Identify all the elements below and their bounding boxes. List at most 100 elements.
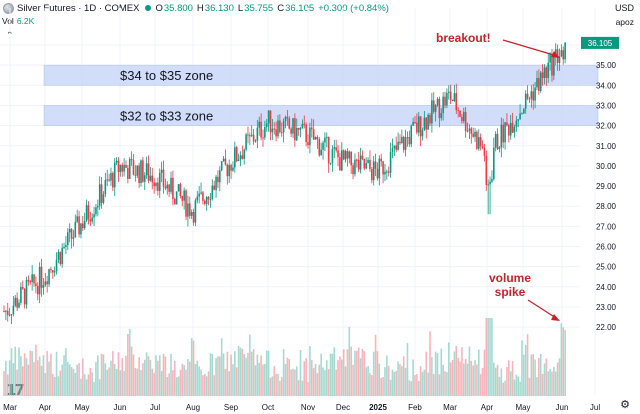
volume-bar <box>12 363 15 396</box>
volume-bar <box>474 360 476 396</box>
price-candle <box>558 56 561 63</box>
volume-bar <box>170 353 172 396</box>
volume-bar <box>166 376 169 396</box>
volume-bar <box>228 371 230 396</box>
price-candle <box>215 176 217 190</box>
volume-bar <box>515 374 518 396</box>
price-candle <box>219 170 221 183</box>
volume-bar <box>250 351 253 396</box>
price-candle <box>534 87 536 101</box>
volume-bar <box>241 348 244 396</box>
price-candle <box>357 159 360 170</box>
price-candle <box>36 285 39 295</box>
scale-mode-label[interactable]: apoz <box>615 17 634 27</box>
price-candle <box>496 133 499 150</box>
volume-bar <box>481 367 484 396</box>
volume-bar <box>282 349 285 396</box>
price-candle <box>524 93 527 109</box>
volume-bar <box>175 377 178 396</box>
support-zone-band <box>43 64 599 86</box>
volume-bar <box>134 368 137 396</box>
price-candle <box>481 146 484 148</box>
price-candle <box>149 175 152 181</box>
volume-bar <box>97 355 99 396</box>
price-candle <box>217 176 219 183</box>
price-candle <box>35 283 37 286</box>
price-candle <box>352 165 354 175</box>
settings-gear-icon[interactable]: ⚙ <box>620 399 630 411</box>
volume-bar <box>551 371 553 396</box>
volume-bar <box>528 377 531 396</box>
price-candle <box>339 157 341 171</box>
symbol-title[interactable]: Silver Futures · 1D · COMEX <box>17 2 140 14</box>
volume-bar <box>119 370 122 396</box>
price-candle <box>530 91 533 99</box>
price-candle <box>173 198 176 205</box>
y-tick-label: 28.00 <box>596 202 617 211</box>
volume-bar <box>530 354 533 396</box>
price-candle <box>297 127 300 130</box>
price-candle <box>511 122 514 133</box>
volume-bar <box>369 373 371 396</box>
volume-bar <box>314 364 317 396</box>
price-candle <box>106 179 109 181</box>
volume-bar <box>110 360 112 396</box>
price-candle <box>307 142 309 146</box>
price-candle <box>89 219 92 222</box>
volume-bar <box>211 353 214 396</box>
price-candle <box>260 121 262 138</box>
volume-bar <box>483 349 486 396</box>
volume-bar <box>532 354 535 396</box>
price-candle <box>224 158 227 165</box>
price-candle <box>151 175 154 183</box>
volume-bar <box>536 377 538 396</box>
volume-bar <box>46 351 48 396</box>
volume-bar <box>132 354 135 396</box>
volume-bar <box>72 368 75 396</box>
price-candle <box>220 161 223 171</box>
price-candle <box>258 121 261 128</box>
volume-bar <box>506 366 508 396</box>
price-candle <box>498 147 501 150</box>
volume-bar <box>35 344 37 396</box>
price-candle <box>466 130 469 132</box>
volume-bar <box>429 331 431 396</box>
volume-bar <box>352 364 354 396</box>
volume-bar <box>344 366 347 396</box>
volume-bar <box>509 371 512 396</box>
volume-bar <box>104 363 107 396</box>
price-candle <box>108 179 110 181</box>
volume-bar <box>354 350 356 396</box>
volume-bar <box>517 376 520 396</box>
y-tick-label: 31.00 <box>596 142 617 151</box>
volume-bar <box>98 379 101 396</box>
price-candle <box>85 205 88 222</box>
volume-bar <box>138 357 140 396</box>
price-candle <box>380 158 383 162</box>
price-candle <box>483 147 486 156</box>
volume-bar <box>453 351 456 396</box>
volume-bar <box>106 369 109 396</box>
price-candle <box>209 199 212 201</box>
volume-bar <box>179 369 182 396</box>
price-candle <box>153 182 155 187</box>
price-candle <box>292 118 294 134</box>
price-candle <box>279 120 281 133</box>
volume-bar <box>331 353 334 396</box>
volume-bar <box>31 351 33 396</box>
price-candle <box>312 129 315 140</box>
volume-bar <box>23 353 26 396</box>
price-candle <box>432 100 435 112</box>
price-candle <box>553 56 555 76</box>
last-price-marker <box>581 36 619 49</box>
volume-bar <box>91 372 94 396</box>
volume-bar <box>93 382 95 396</box>
volume-bar <box>335 369 337 396</box>
currency-label[interactable]: USD <box>614 3 634 13</box>
price-candle <box>237 159 240 162</box>
price-candle <box>425 117 428 130</box>
volume-bar <box>130 346 133 396</box>
price-candle <box>508 125 510 136</box>
price-candle <box>295 127 298 141</box>
